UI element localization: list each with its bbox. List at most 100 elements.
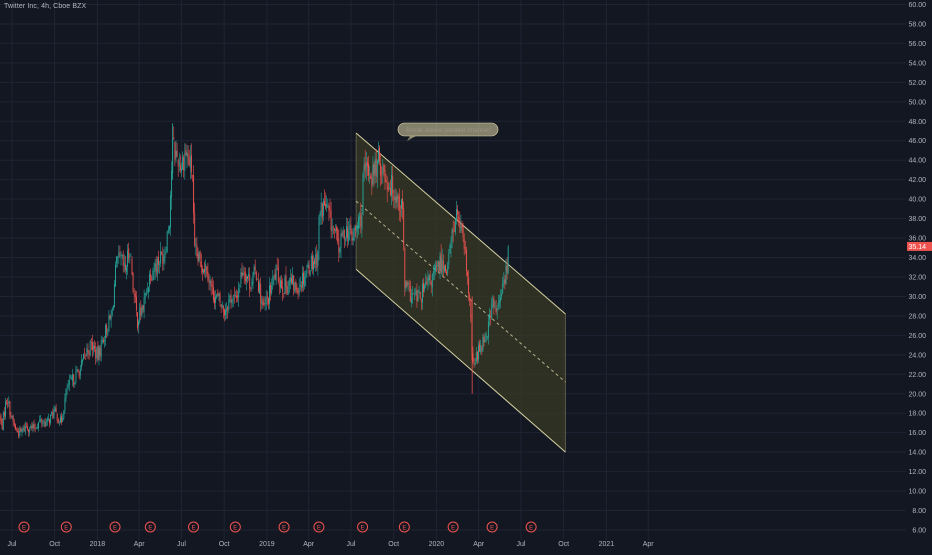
candle-body (473, 353, 474, 361)
candle-body (325, 204, 326, 207)
candle-body (235, 295, 236, 296)
candle-body (38, 422, 39, 428)
candle-body (30, 426, 31, 429)
candle-body (411, 297, 412, 303)
candle-body (147, 291, 148, 292)
candle-body (491, 305, 492, 319)
candle-body (19, 428, 20, 436)
earnings-marker-label: E (490, 526, 494, 532)
candle-body (183, 157, 184, 170)
candle-body (306, 270, 307, 274)
candle-body (308, 263, 309, 268)
y-tick-label: 22.00 (908, 372, 926, 379)
candle-body (352, 232, 353, 241)
x-tick-label: Jul (346, 541, 355, 548)
candle-body (294, 282, 295, 291)
y-tick-label: 26.00 (908, 333, 926, 340)
candle-body (69, 380, 70, 385)
candle-body (171, 171, 172, 198)
candle-body (504, 279, 505, 284)
candle-body (422, 284, 423, 302)
candle-body (67, 388, 68, 389)
candle-body (237, 296, 238, 298)
candle-body (444, 266, 445, 272)
candle-body (460, 226, 461, 231)
y-tick-label: 12.00 (908, 469, 926, 476)
y-tick-label: 54.00 (908, 60, 926, 67)
candle-body (332, 226, 333, 231)
candle-body (265, 303, 266, 304)
candle-body (495, 306, 496, 307)
candle-body (92, 342, 93, 350)
candle-body (96, 348, 97, 358)
candle-body (500, 297, 501, 301)
candle-body (299, 288, 300, 293)
candle-body (427, 278, 428, 282)
candle-body (284, 277, 285, 293)
candle-body (146, 293, 147, 295)
candle-body (173, 137, 174, 139)
candle-body (41, 419, 42, 424)
candle-body (266, 298, 267, 304)
candle-body (356, 226, 357, 229)
candle-body (431, 282, 432, 285)
candle-body (436, 266, 437, 267)
candle-body (292, 275, 293, 284)
candle-body (400, 211, 401, 212)
candle-body (233, 296, 234, 301)
x-tick-label: Apr (134, 541, 146, 548)
candle-body (499, 301, 500, 303)
candle-body (393, 196, 394, 200)
candle-body (371, 177, 372, 185)
candle-body (506, 265, 507, 284)
candle-body (118, 253, 119, 258)
candle-body (31, 426, 32, 428)
candle-body (313, 262, 314, 270)
candle-body (465, 247, 466, 248)
last-price-label: 35.14 (908, 244, 926, 251)
candle-body (107, 332, 108, 335)
candle-body (58, 420, 59, 423)
candle-body (178, 160, 179, 167)
candle-body (331, 210, 332, 230)
candle-body (260, 284, 261, 303)
candle-body (407, 281, 408, 286)
candle-body (124, 263, 125, 266)
candles (0, 123, 509, 438)
candle-body (397, 195, 398, 202)
candle-body (114, 284, 115, 307)
candle-body (381, 172, 382, 173)
candle-body (347, 228, 348, 239)
candle-body (136, 297, 137, 310)
candle-body (359, 216, 360, 219)
candle-body (71, 379, 72, 380)
candle-body (97, 346, 98, 360)
candle-body (199, 252, 200, 261)
candle-body (290, 278, 291, 283)
candle-body (503, 280, 504, 283)
symbol-header: Twitter Inc, 4h, Cboe BZX (4, 3, 86, 10)
candle-body (236, 296, 237, 298)
candle-body (61, 416, 62, 422)
candle-body (502, 283, 503, 293)
candle-body (113, 305, 114, 310)
y-tick-label: 38.00 (908, 216, 926, 223)
candle-body (218, 294, 219, 295)
candle-body (469, 295, 470, 301)
candle-body (309, 265, 310, 274)
candle-body (182, 157, 183, 170)
y-tick-label: 30.00 (908, 294, 926, 301)
candle-body (458, 217, 459, 223)
candle-body (480, 346, 481, 352)
candle-body (57, 414, 58, 421)
candle-body (215, 296, 216, 302)
candle-body (254, 267, 255, 274)
candle-body (396, 197, 397, 203)
candle-body (206, 267, 207, 275)
candle-body (467, 272, 468, 276)
candle-body (378, 150, 379, 164)
candle-body (498, 303, 499, 306)
candle-body (239, 286, 240, 287)
